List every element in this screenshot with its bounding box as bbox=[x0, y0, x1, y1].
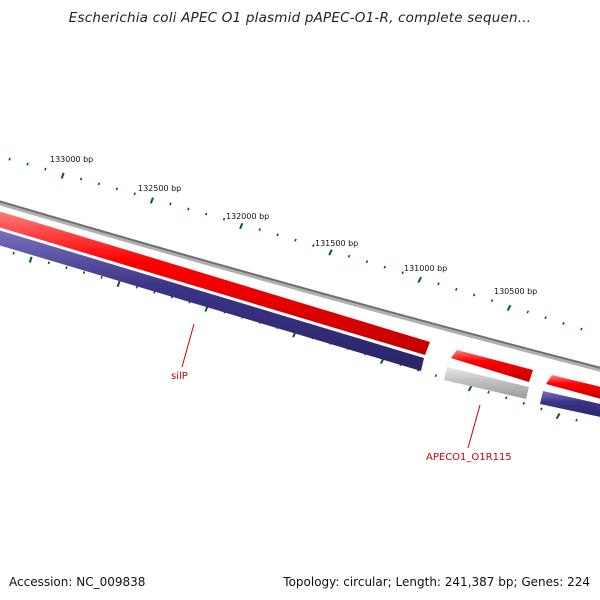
outer-ruler-tick bbox=[562, 321, 565, 325]
outer-ruler-tick bbox=[437, 282, 440, 286]
backbone-track-edge bbox=[0, 200, 600, 369]
outer-ruler-tick bbox=[526, 310, 530, 314]
reverse-strand-feature-right[interactable] bbox=[540, 391, 600, 418]
outer-ruler-tick bbox=[169, 202, 172, 206]
inner-ruler-tick bbox=[135, 285, 138, 289]
outer-ruler-tick bbox=[365, 260, 369, 264]
inner-ruler-tick bbox=[522, 401, 526, 405]
inner-ruler-tick bbox=[47, 261, 50, 265]
inner-ruler-tick bbox=[575, 418, 578, 422]
outer-ruler-tick bbox=[383, 265, 387, 269]
backbone-track bbox=[0, 201, 600, 372]
inner-ruler-tick bbox=[100, 275, 103, 279]
outer-ruler-tick bbox=[506, 304, 512, 311]
outer-ruler-tick bbox=[222, 217, 226, 221]
inner-ruler-tick bbox=[28, 256, 33, 263]
outer-ruler-tick bbox=[115, 187, 119, 191]
outer-ruler-tick bbox=[26, 162, 29, 166]
apeco1-o1r115-label-pointer bbox=[467, 404, 481, 449]
inner-ruler-tick bbox=[555, 412, 561, 420]
reverse-strand-feature-left[interactable] bbox=[0, 229, 424, 371]
outer-ruler-tick bbox=[258, 228, 261, 232]
accession-text: Accession: NC_009838 bbox=[9, 575, 146, 589]
outer-ruler-tick bbox=[8, 157, 11, 161]
ruler-label-132500: 132500 bp bbox=[138, 184, 181, 193]
inner-ruler-tick bbox=[434, 374, 438, 378]
topology-summary: Topology: circular; Length: 241,387 bp; … bbox=[283, 575, 590, 589]
outer-ruler-tick bbox=[204, 212, 208, 216]
outer-ruler-tick bbox=[149, 197, 154, 204]
outer-ruler-tick bbox=[401, 271, 404, 275]
outer-ruler-tick bbox=[294, 238, 297, 242]
map-title: Escherichia coli APEC O1 plasmid pAPEC-O… bbox=[68, 10, 532, 26]
inner-ruler-tick bbox=[504, 396, 508, 400]
other-feature-apeco1-o1r115[interactable] bbox=[444, 367, 529, 399]
outer-ruler-tick bbox=[472, 293, 476, 297]
forward-strand-feature-right[interactable] bbox=[546, 375, 600, 400]
outer-ruler-tick bbox=[79, 177, 83, 181]
inner-ruler-tick bbox=[487, 390, 490, 394]
outer-ruler-tick bbox=[544, 316, 547, 320]
inner-ruler-tick bbox=[12, 251, 15, 255]
inner-ruler-tick bbox=[116, 280, 121, 288]
outer-ruler-tick bbox=[44, 167, 47, 171]
outer-ruler-tick bbox=[60, 172, 65, 179]
outer-ruler-tick bbox=[417, 276, 423, 283]
ruler-label-132000: 132000 bp bbox=[226, 212, 269, 221]
ruler-label-133000: 133000 bp bbox=[50, 155, 93, 164]
outer-ruler-tick bbox=[239, 222, 244, 230]
forward-strand-feature-apeco1-o1r115[interactable] bbox=[451, 350, 533, 382]
gene-label-apeco1-o1r115[interactable]: APECO1_O1R115 bbox=[426, 452, 512, 463]
outer-ruler-tick bbox=[580, 327, 583, 331]
ruler-label-131000: 131000 bp bbox=[404, 264, 447, 273]
outer-ruler-tick bbox=[312, 243, 315, 247]
outer-ruler-tick bbox=[328, 249, 333, 256]
forward-strand-feature-silp[interactable] bbox=[0, 210, 430, 355]
inner-ruler-tick bbox=[540, 407, 543, 411]
inner-ruler-tick bbox=[467, 385, 473, 392]
outer-ruler-tick bbox=[454, 287, 458, 291]
outer-ruler-tick bbox=[490, 299, 494, 303]
ruler-label-131500: 131500 bp bbox=[315, 239, 358, 248]
outer-ruler-tick bbox=[187, 207, 190, 211]
outer-ruler-tick bbox=[133, 192, 136, 196]
inner-ruler-tick bbox=[65, 266, 68, 270]
ruler-label-130500: 130500 bp bbox=[494, 287, 537, 296]
outer-ruler-tick bbox=[276, 233, 279, 237]
outer-ruler-tick bbox=[347, 254, 351, 258]
inner-ruler-tick bbox=[82, 271, 86, 274]
outer-ruler-tick bbox=[97, 182, 101, 186]
silp-label-pointer bbox=[181, 323, 195, 368]
gene-label-silp[interactable]: silP bbox=[171, 371, 188, 382]
